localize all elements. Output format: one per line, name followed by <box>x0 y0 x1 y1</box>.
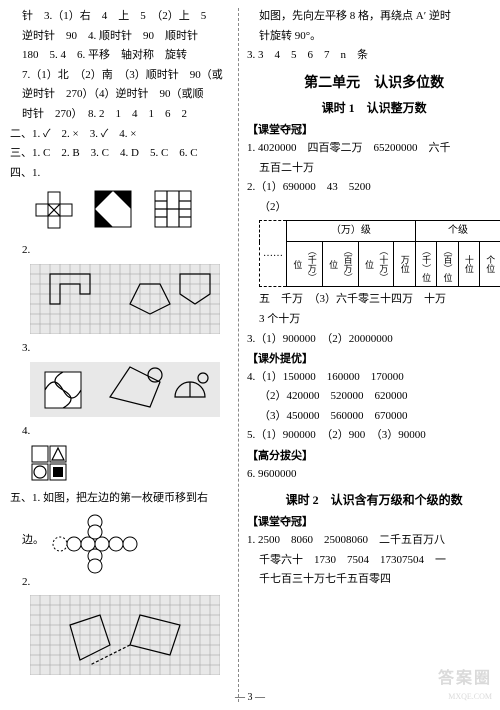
place-value-table: …… （万）级 个级 ︵千万︶位 ︵百万︶位 ︵十万︶位 万位 ︵千︶位 ︵百︶… <box>259 220 500 287</box>
text-line: 4.（1）150000 160000 170000 <box>247 369 500 387</box>
text-line: 针旋转 90°。 <box>247 28 500 46</box>
col-header: ︵千︶位 <box>419 244 433 284</box>
col-header: ︵千万︶位 <box>290 244 319 284</box>
col-header: ︵百万︶位 <box>326 244 355 284</box>
col-header: 万位 <box>397 244 411 284</box>
table-header-wan: （万）级 <box>287 221 416 242</box>
text-line: 逆时针 270）（4）逆时针 90（或顺 <box>10 86 230 104</box>
text-line: 180 5. 4 6. 平移 轴对称 旋转 <box>10 47 230 65</box>
section-header: 【课堂夺冠】 <box>247 122 500 140</box>
section-3: 三、1. C 2. B 3. C 4. D 5. C 6. C <box>10 145 230 163</box>
watermark: 答案圈 <box>438 666 492 692</box>
lesson-title: 课时 2 认识含有万级和个级的数 <box>247 491 500 510</box>
figure-4-4 <box>30 444 110 484</box>
watermark-url: MXQE.COM <box>448 691 492 704</box>
text-line: 5.（1）900000 （2）900 （3）90000 <box>247 427 500 445</box>
left-column: 针 3.（1）右 4 上 5 （2）上 5 逆时针 90 4. 顺时针 90 顺… <box>4 8 236 702</box>
text-line: 3. 3 4 5 6 7 n 条 <box>247 47 500 65</box>
col-header: 个位 <box>483 244 497 284</box>
text-line: 7.（1）北 （2）南 （3）顺时针 90（或 <box>10 67 230 85</box>
figure-4-3 <box>30 362 220 417</box>
unit-title: 第二单元 认识多位数 <box>247 73 500 95</box>
text-line: 五 千万 （3）六千零三十四万 十万 <box>247 291 500 309</box>
figure-4-1 <box>30 186 230 236</box>
section-header: 【课外提优】 <box>247 351 500 369</box>
table-header-ge: 个级 <box>415 221 500 242</box>
text-line: 时针 270） 8. 2 1 4 1 6 2 <box>10 106 230 124</box>
col-header: ︵十万︶位 <box>362 244 391 284</box>
text-line: 千零六十 1730 7504 17307504 一 <box>247 552 500 570</box>
text-line: 五百二十万 <box>247 160 500 178</box>
figure-5-2 <box>30 595 220 675</box>
text-line: 如图，先向左平移 8 格，再绕点 A′ 逆时 <box>247 8 500 26</box>
text-line: 6. 9600000 <box>247 466 500 484</box>
text-line: 1. 4020000 四百零二万 65200000 六千 <box>247 140 500 158</box>
section-header: 【高分拔尖】 <box>247 448 500 466</box>
section-5: 五、1. 如图，把左边的第一枚硬币移到右 <box>10 490 230 508</box>
item-number: 3. <box>10 340 230 358</box>
right-column: 如图，先向左平移 8 格，再绕点 A′ 逆时 针旋转 90°。 3. 3 4 5… <box>241 8 500 702</box>
item-number: 4. <box>10 423 230 441</box>
text-line: 1. 2500 8060 25008060 二千五百万八 <box>247 532 500 550</box>
text-line: 千七百三十万七千五百零四 <box>247 571 500 589</box>
text-line: （3）450000 560000 670000 <box>247 408 500 426</box>
text-line: 3 个十万 <box>247 311 500 329</box>
text-line: 逆时针 90 4. 顺时针 90 顺时针 <box>10 28 230 46</box>
section-header: 【课堂夺冠】 <box>247 514 500 532</box>
table-dots: …… <box>260 221 287 287</box>
text-line: 3.（1）900000 （2）20000000 <box>247 331 500 349</box>
text-line: （2） <box>247 199 500 217</box>
figure-5-1 <box>50 514 140 574</box>
section-4: 四、1. <box>10 165 230 183</box>
text-continue: 边。 <box>10 514 44 550</box>
figure-4-2 <box>30 264 220 334</box>
page-number: — 3 — <box>0 690 500 706</box>
text-line: 2.（1）690000 43 5200 <box>247 179 500 197</box>
item-number: 2. <box>10 574 230 592</box>
lesson-title: 课时 1 认识整万数 <box>247 99 500 118</box>
column-divider <box>238 8 239 702</box>
col-header: 十位 <box>462 244 476 284</box>
item-number: 2. <box>10 242 230 260</box>
section-2: 二、1. ✓ 2. × 3. ✓ 4. × <box>10 126 230 144</box>
col-header: ︵百︶位 <box>440 244 454 284</box>
text-line: （2）420000 520000 620000 <box>247 388 500 406</box>
text-line: 针 3.（1）右 4 上 5 （2）上 5 <box>10 8 230 26</box>
